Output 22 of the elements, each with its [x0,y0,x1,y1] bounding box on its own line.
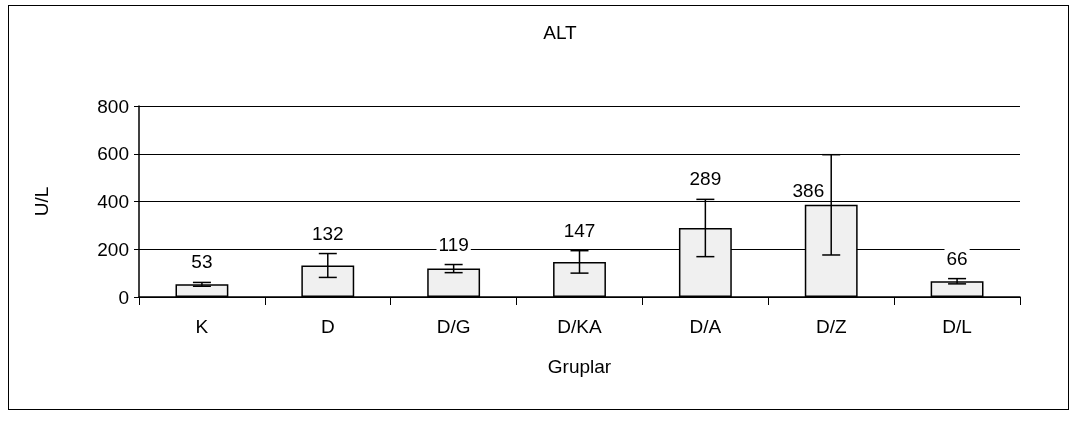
x-axis-title: Gruplar [547,356,612,377]
data-label: 289 [689,168,722,190]
data-label: 132 [311,222,344,244]
x-tick-label: D/A [689,316,722,337]
x-tick-label: D/Z [815,316,847,337]
data-label: 386 [792,179,825,201]
x-tick-label: K [195,316,209,337]
x-tick-label: D/G [436,316,471,337]
x-tick-label: D/L [942,316,972,337]
data-label: 147 [563,219,596,241]
chart-title: ALT [543,22,578,43]
x-tick-label: D/KA [557,316,602,337]
x-tick-label: D [320,316,335,337]
data-label: 66 [946,247,968,269]
y-tick-label: 0 [118,286,129,308]
y-axis-title: U/L [31,186,52,217]
y-tick-label: 800 [97,95,129,117]
y-tick-label: 200 [97,238,129,260]
y-tick-label: 600 [97,143,129,165]
data-label: 119 [438,233,469,255]
data-label: 53 [191,251,213,273]
y-tick-label: 400 [97,191,129,212]
